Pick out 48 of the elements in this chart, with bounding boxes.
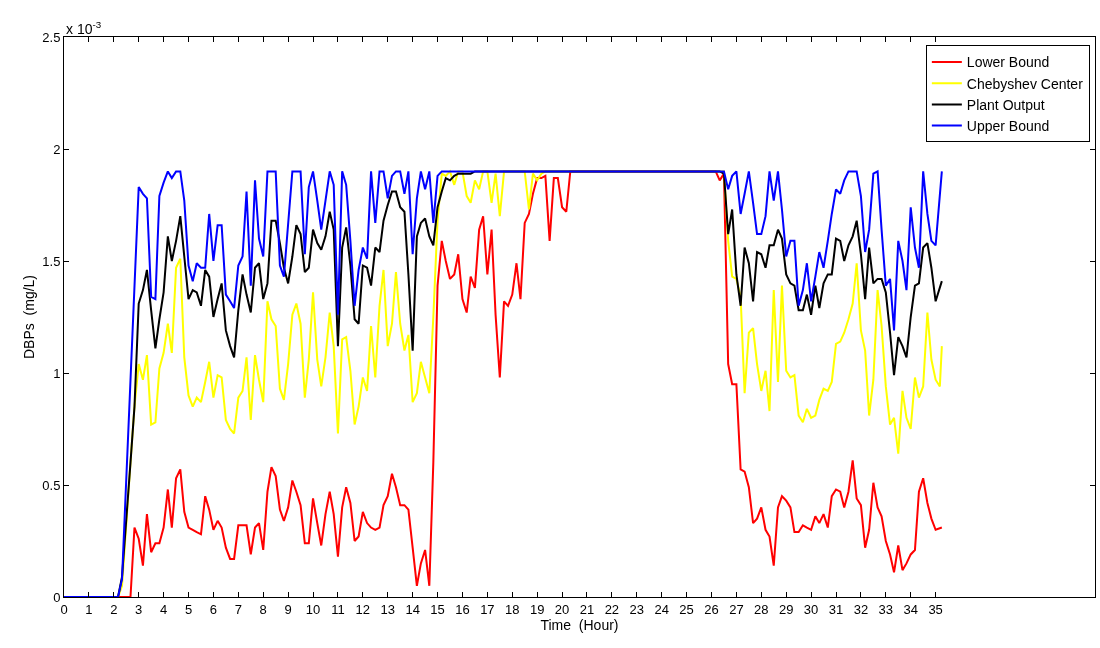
x-tick-label: 11 bbox=[331, 601, 345, 617]
x-tick-label: 16 bbox=[455, 601, 470, 617]
x-tick-label: 6 bbox=[209, 601, 218, 617]
x-tick-label: 12 bbox=[355, 601, 371, 617]
y-axis-title: DBPs (mg/L) bbox=[20, 274, 37, 360]
x-tick-label: 9 bbox=[284, 601, 292, 617]
y-tick-label: 0.5 bbox=[42, 477, 61, 493]
x-tick-label: 8 bbox=[259, 601, 267, 617]
x-tick-label: 14 bbox=[405, 601, 420, 617]
x-tick-label: 3 bbox=[135, 601, 143, 617]
x-tick-label: 7 bbox=[234, 601, 242, 617]
y-tick-label: 1.5 bbox=[42, 253, 61, 269]
x-axis-title: Time (Hour) bbox=[540, 616, 619, 633]
x-tick-label: 15 bbox=[430, 601, 445, 617]
x-tick-label: 20 bbox=[554, 601, 570, 617]
x-tick-label: 17 bbox=[480, 601, 495, 617]
x-tick-label: 22 bbox=[604, 601, 620, 617]
x-tick-label: 13 bbox=[380, 601, 395, 617]
x-tick-label: 4 bbox=[159, 601, 168, 617]
x-tick-label: 27 bbox=[729, 601, 744, 617]
x-tick-label: 5 bbox=[184, 601, 193, 617]
x-tick-label: 35 bbox=[928, 601, 943, 617]
y-tick-label: 2.5 bbox=[42, 29, 61, 45]
x-tick-label: 30 bbox=[803, 601, 819, 617]
legend-label: Upper Bound bbox=[966, 118, 1050, 135]
x-tick-label: 25 bbox=[679, 601, 694, 617]
annotation: x 10$^{-3}$ bbox=[66, 19, 102, 37]
x-tick-label: 29 bbox=[778, 601, 794, 617]
x-tick-label: 34 bbox=[903, 601, 918, 617]
x-tick-label: 31 bbox=[828, 601, 844, 617]
x-tick-label: 2 bbox=[110, 601, 118, 617]
x-tick-label: 28 bbox=[754, 601, 769, 617]
x-tick-label: 24 bbox=[654, 601, 669, 617]
x-tick-label: 26 bbox=[704, 601, 719, 617]
x-tick-label: 10 bbox=[305, 601, 321, 617]
y-tick-label: 1 bbox=[53, 365, 61, 381]
legend-label: Lower Bound bbox=[966, 54, 1050, 71]
legend-label: Plant Output bbox=[966, 96, 1045, 113]
x-tick-label: 33 bbox=[878, 601, 894, 617]
x-tick-label: 32 bbox=[853, 601, 869, 617]
x-tick-label: 1 bbox=[85, 601, 93, 617]
legend-label: Chebyshev Center bbox=[966, 75, 1084, 92]
x-tick-label: 19 bbox=[529, 601, 545, 617]
x-tick-label: 23 bbox=[629, 601, 645, 617]
y-tick-label: 0 bbox=[53, 589, 61, 605]
x-tick-label: 18 bbox=[505, 601, 520, 617]
y-tick-label: 2 bbox=[53, 141, 61, 157]
x-tick-label: 21 bbox=[579, 601, 595, 617]
